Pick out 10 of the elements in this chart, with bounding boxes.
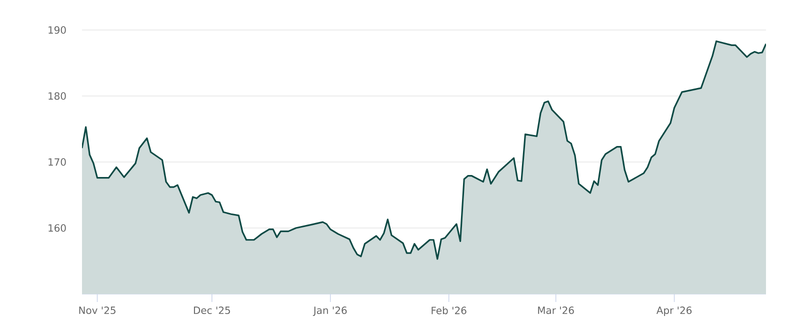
y-tick-label: 180 — [48, 92, 66, 100]
x-tick-label: Feb '26 — [432, 306, 466, 314]
x-tick-label: Dec '25 — [194, 306, 230, 314]
y-tick-label: 170 — [48, 158, 66, 166]
x-tick-label: Mar '26 — [538, 306, 574, 314]
x-tick-label: Apr '26 — [656, 306, 692, 316]
y-tick-label: 160 — [48, 224, 66, 232]
x-tick-label: Jan '26 — [312, 306, 347, 316]
x-tick-label: Nov '25 — [79, 306, 116, 314]
y-tick-label: 190 — [48, 26, 66, 34]
